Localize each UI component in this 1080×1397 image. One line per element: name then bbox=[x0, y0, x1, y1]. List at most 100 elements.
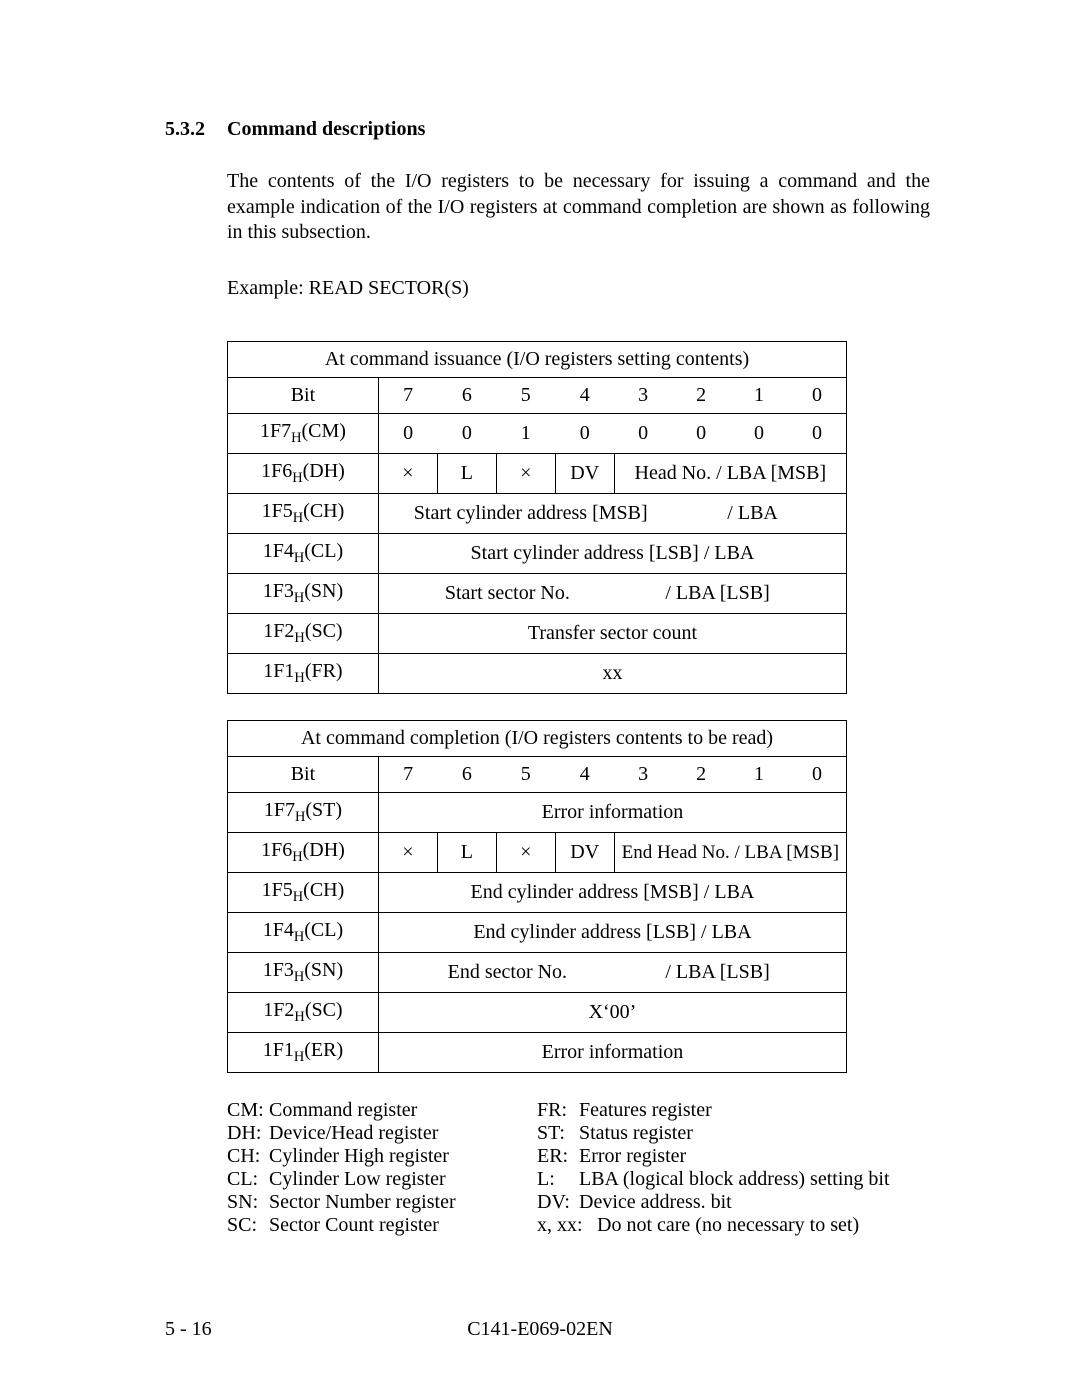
table-cell: L bbox=[437, 454, 496, 494]
example-line: Example: READ SECTOR(S) bbox=[227, 276, 930, 302]
reg-label: 1F7H(CM) bbox=[228, 414, 379, 454]
table-cell: 0 bbox=[730, 414, 788, 454]
table-cell: Start sector No./ LBA [LSB] bbox=[378, 574, 846, 614]
table-cell: X‘00’ bbox=[378, 993, 846, 1033]
table-completion: At command completion (I/O registers con… bbox=[227, 720, 930, 1073]
legend-key: FR: bbox=[537, 1099, 579, 1122]
legend-value: Status register bbox=[579, 1122, 693, 1144]
legend-key: ER: bbox=[537, 1145, 579, 1168]
bit-7: 7 bbox=[378, 378, 437, 414]
table-cell: End Head No. / LBA [MSB] bbox=[614, 833, 846, 873]
table-cell: × bbox=[378, 833, 437, 873]
legend-key: DV: bbox=[537, 1191, 579, 1214]
table-cell: × bbox=[378, 454, 437, 494]
bit-1: 1 bbox=[730, 757, 788, 793]
reg-label: 1F6H(DH) bbox=[228, 833, 379, 873]
table-cell: DV bbox=[555, 454, 614, 494]
section-title: Command descriptions bbox=[227, 118, 425, 141]
bit-4: 4 bbox=[555, 378, 614, 414]
legend-value: Error register bbox=[579, 1145, 686, 1167]
table-cell: × bbox=[496, 454, 555, 494]
reg-label: 1F3H(SN) bbox=[228, 953, 379, 993]
reg-label: 1F1H(ER) bbox=[228, 1033, 379, 1073]
legend-key: DH: bbox=[227, 1122, 269, 1145]
table-cell: 0 bbox=[555, 414, 614, 454]
legend-key: CM: bbox=[227, 1099, 269, 1122]
legend-value: Device address. bit bbox=[579, 1191, 732, 1213]
reg-label: 1F1H(FR) bbox=[228, 654, 379, 694]
legend-key: SN: bbox=[227, 1191, 269, 1214]
legend-value: Command register bbox=[269, 1099, 417, 1121]
legend-key: L: bbox=[537, 1168, 579, 1191]
reg-label: 1F7H(ST) bbox=[228, 793, 379, 833]
bit-6: 6 bbox=[437, 757, 496, 793]
table-cell: 0 bbox=[378, 414, 437, 454]
table-cell: 0 bbox=[614, 414, 672, 454]
table-issuance: At command issuance (I/O registers setti… bbox=[227, 341, 930, 694]
table-cell: L bbox=[437, 833, 496, 873]
bit-3: 3 bbox=[614, 378, 672, 414]
legend-key: SC: bbox=[227, 1214, 269, 1237]
table-cell: 0 bbox=[672, 414, 730, 454]
table-cell: Start cylinder address [MSB]/ LBA bbox=[378, 494, 846, 534]
table-cell: Transfer sector count bbox=[378, 614, 846, 654]
bit-label: Bit bbox=[228, 757, 379, 793]
reg-label: 1F2H(SC) bbox=[228, 993, 379, 1033]
table-cell: 1 bbox=[496, 414, 555, 454]
legend-value: Do not care (no necessary to set) bbox=[597, 1214, 859, 1236]
legend-key: CH: bbox=[227, 1145, 269, 1168]
bit-7: 7 bbox=[378, 757, 437, 793]
table-cell: Head No. / LBA [MSB] bbox=[614, 454, 846, 494]
legend-value: LBA (logical block address) setting bit bbox=[579, 1168, 890, 1190]
bit-1: 1 bbox=[730, 378, 788, 414]
table-cell: Error information bbox=[378, 1033, 846, 1073]
bit-2: 2 bbox=[672, 757, 730, 793]
legend-row: SN:Sector Number register DV:Device addre… bbox=[227, 1191, 930, 1214]
table-cell: End cylinder address [MSB] / LBA bbox=[378, 873, 846, 913]
bit-0: 0 bbox=[788, 757, 847, 793]
bit-5: 5 bbox=[496, 378, 555, 414]
bit-6: 6 bbox=[437, 378, 496, 414]
legend-row: SC:Sector Count register x, xx:Do not car… bbox=[227, 1214, 930, 1237]
legend-value: Device/Head register bbox=[269, 1122, 438, 1144]
reg-label: 1F4H(CL) bbox=[228, 534, 379, 574]
table-cell: Error information bbox=[378, 793, 846, 833]
table-cell: DV bbox=[555, 833, 614, 873]
legend-value: Features register bbox=[579, 1099, 712, 1121]
bit-0: 0 bbox=[788, 378, 847, 414]
table-cell: × bbox=[496, 833, 555, 873]
legend-value: Cylinder High register bbox=[269, 1145, 449, 1167]
table-cell: Start cylinder address [LSB] / LBA bbox=[378, 534, 846, 574]
bit-label: Bit bbox=[228, 378, 379, 414]
legend-row: DH:Device/Head register ST:Status registe… bbox=[227, 1122, 930, 1145]
bit-2: 2 bbox=[672, 378, 730, 414]
section-number: 5.3.2 bbox=[165, 118, 227, 141]
table-cell: 0 bbox=[437, 414, 496, 454]
legend-key: x, xx: bbox=[537, 1214, 597, 1237]
table-cell: 0 bbox=[788, 414, 847, 454]
reg-label: 1F5H(CH) bbox=[228, 494, 379, 534]
table2-title: At command completion (I/O registers con… bbox=[228, 721, 847, 757]
legend-value: Sector Count register bbox=[269, 1214, 439, 1236]
page-footer: C141-E069-02EN 5 - 16 bbox=[0, 1318, 1080, 1341]
footer-center: C141-E069-02EN bbox=[0, 1318, 1080, 1341]
reg-label: 1F5H(CH) bbox=[228, 873, 379, 913]
reg-label: 1F4H(CL) bbox=[228, 913, 379, 953]
legend: CM:Command registerFR:Features registerD… bbox=[227, 1099, 930, 1237]
bit-4: 4 bbox=[555, 757, 614, 793]
body-paragraph: The contents of the I/O registers to be … bbox=[227, 169, 930, 246]
legend-value: Sector Number register bbox=[269, 1191, 456, 1213]
legend-key: CL: bbox=[227, 1168, 269, 1191]
table1-title: At command issuance (I/O registers setti… bbox=[228, 342, 847, 378]
reg-label: 1F2H(SC) bbox=[228, 614, 379, 654]
reg-label: 1F6H(DH) bbox=[228, 454, 379, 494]
section-heading: 5.3.2 Command descriptions bbox=[165, 118, 930, 141]
legend-row: CL:Cylinder Low register L:LBA (logical b… bbox=[227, 1168, 930, 1191]
legend-row: CM:Command register FR:Features register bbox=[227, 1099, 930, 1122]
legend-value: Cylinder Low register bbox=[269, 1168, 446, 1190]
legend-key: ST: bbox=[537, 1122, 579, 1145]
bit-3: 3 bbox=[614, 757, 672, 793]
reg-label: 1F3H(SN) bbox=[228, 574, 379, 614]
bit-5: 5 bbox=[496, 757, 555, 793]
table-cell: End sector No./ LBA [LSB] bbox=[378, 953, 846, 993]
